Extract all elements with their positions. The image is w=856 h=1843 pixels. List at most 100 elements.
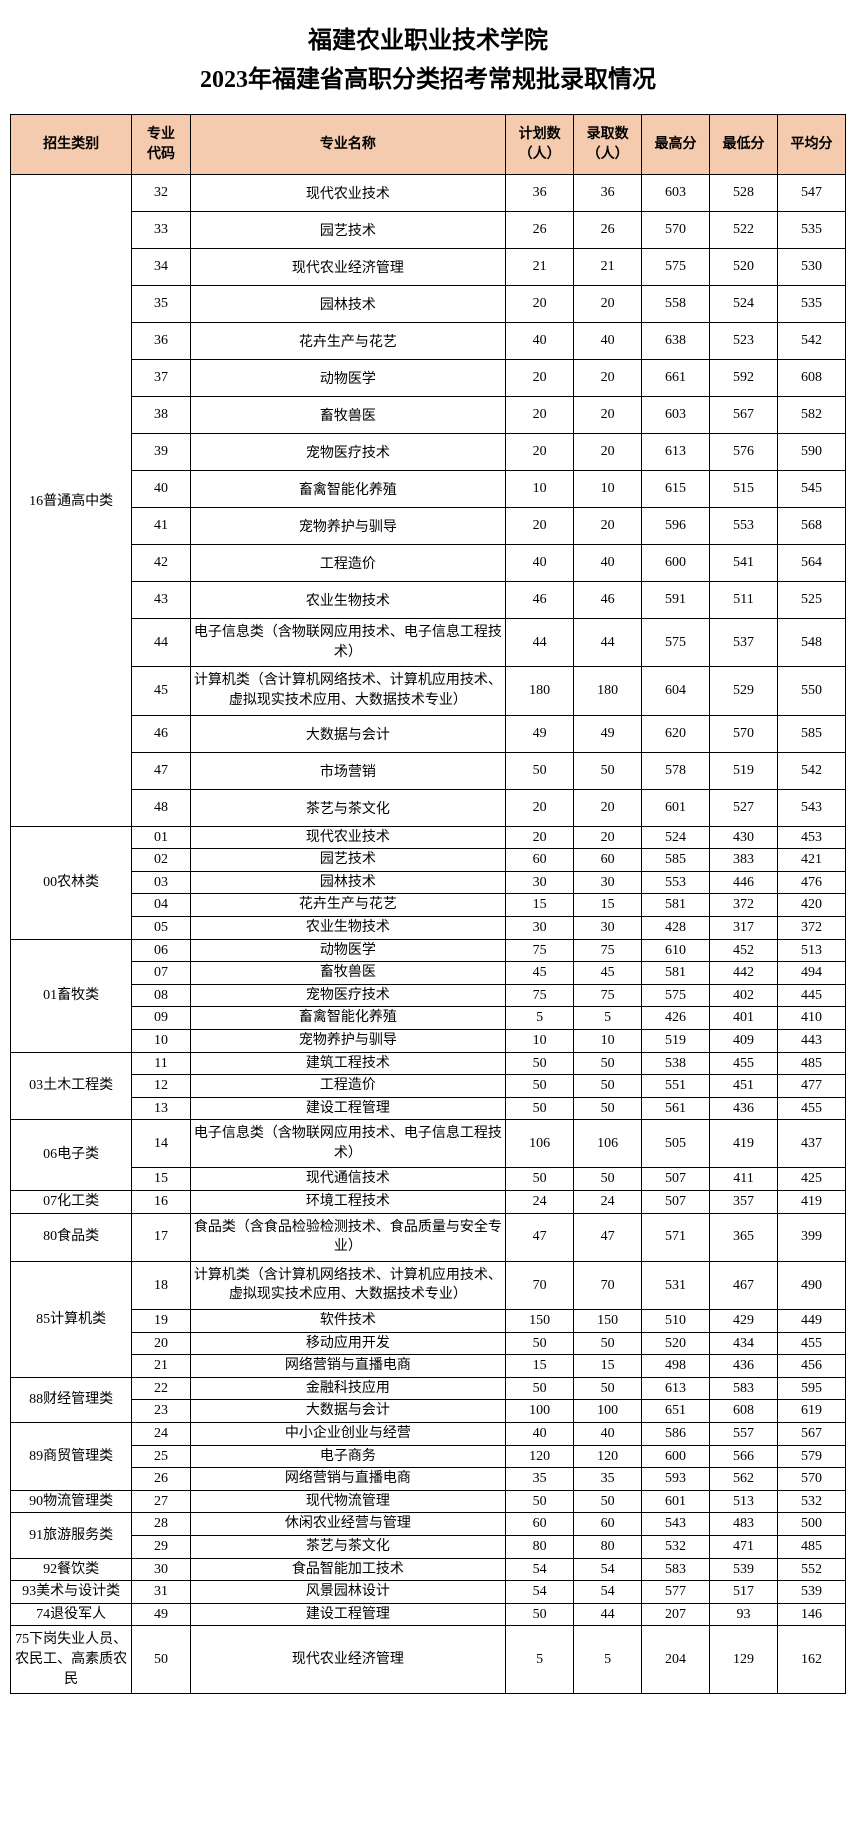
data-cell: 505 xyxy=(642,1120,710,1168)
data-cell: 建设工程管理 xyxy=(190,1097,506,1120)
data-cell: 38 xyxy=(132,397,190,434)
data-cell: 03 xyxy=(132,871,190,894)
data-cell: 150 xyxy=(506,1310,574,1333)
data-cell: 现代农业技术 xyxy=(190,175,506,212)
data-cell: 591 xyxy=(642,582,710,619)
data-cell: 茶艺与茶文化 xyxy=(190,1535,506,1558)
table-row: 93美术与设计类31风景园林设计5454577517539 xyxy=(11,1581,846,1604)
data-cell: 21 xyxy=(574,249,642,286)
table-row: 43农业生物技术4646591511525 xyxy=(11,582,846,619)
data-cell: 547 xyxy=(777,175,845,212)
data-cell: 18 xyxy=(132,1261,190,1309)
data-cell: 515 xyxy=(710,471,778,508)
data-cell: 525 xyxy=(777,582,845,619)
data-cell: 420 xyxy=(777,894,845,917)
data-cell: 550 xyxy=(777,667,845,715)
data-cell: 24 xyxy=(132,1423,190,1446)
data-cell: 30 xyxy=(574,871,642,894)
data-cell: 430 xyxy=(710,826,778,849)
table-row: 07畜牧兽医4545581442494 xyxy=(11,962,846,985)
data-cell: 软件技术 xyxy=(190,1310,506,1333)
data-cell: 20 xyxy=(506,789,574,826)
data-cell: 10 xyxy=(132,1029,190,1052)
data-cell: 50 xyxy=(574,1168,642,1191)
data-cell: 421 xyxy=(777,849,845,872)
data-cell: 545 xyxy=(777,471,845,508)
data-cell: 535 xyxy=(777,286,845,323)
data-cell: 601 xyxy=(642,789,710,826)
data-cell: 146 xyxy=(777,1603,845,1626)
data-cell: 08 xyxy=(132,984,190,1007)
data-cell: 490 xyxy=(777,1261,845,1309)
data-cell: 工程造价 xyxy=(190,1075,506,1098)
data-cell: 513 xyxy=(710,1490,778,1513)
category-cell: 93美术与设计类 xyxy=(11,1581,132,1604)
data-cell: 畜牧兽医 xyxy=(190,397,506,434)
data-cell: 30 xyxy=(132,1558,190,1581)
data-cell: 50 xyxy=(506,752,574,789)
data-cell: 494 xyxy=(777,962,845,985)
data-cell: 513 xyxy=(777,939,845,962)
data-cell: 食品智能加工技术 xyxy=(190,1558,506,1581)
header-avg: 平均分 xyxy=(777,115,845,175)
data-cell: 429 xyxy=(710,1310,778,1333)
data-cell: 522 xyxy=(710,212,778,249)
data-cell: 32 xyxy=(132,175,190,212)
data-cell: 365 xyxy=(710,1213,778,1261)
data-cell: 524 xyxy=(710,286,778,323)
data-cell: 575 xyxy=(642,619,710,667)
data-cell: 26 xyxy=(132,1468,190,1491)
table-row: 10宠物养护与驯导1010519409443 xyxy=(11,1029,846,1052)
data-cell: 80 xyxy=(574,1535,642,1558)
header-category: 招生类别 xyxy=(11,115,132,175)
table-row: 08宠物医疗技术7575575402445 xyxy=(11,984,846,1007)
data-cell: 604 xyxy=(642,667,710,715)
data-cell: 553 xyxy=(710,508,778,545)
data-cell: 24 xyxy=(574,1191,642,1214)
data-cell: 542 xyxy=(777,323,845,360)
table-row: 89商贸管理类24中小企业创业与经营4040586557567 xyxy=(11,1423,846,1446)
data-cell: 548 xyxy=(777,619,845,667)
data-cell: 557 xyxy=(710,1423,778,1446)
data-cell: 22 xyxy=(132,1377,190,1400)
data-cell: 372 xyxy=(710,894,778,917)
data-cell: 517 xyxy=(710,1581,778,1604)
data-cell: 44 xyxy=(574,1603,642,1626)
data-cell: 花卉生产与花艺 xyxy=(190,894,506,917)
table-row: 33园艺技术2626570522535 xyxy=(11,212,846,249)
data-cell: 93 xyxy=(710,1603,778,1626)
data-cell: 455 xyxy=(777,1332,845,1355)
data-cell: 409 xyxy=(710,1029,778,1052)
data-cell: 27 xyxy=(132,1490,190,1513)
data-cell: 70 xyxy=(506,1261,574,1309)
table-row: 74退役军人49建设工程管理504420793146 xyxy=(11,1603,846,1626)
table-row: 16普通高中类32现代农业技术3636603528547 xyxy=(11,175,846,212)
data-cell: 50 xyxy=(506,1052,574,1075)
data-cell: 60 xyxy=(574,849,642,872)
data-cell: 570 xyxy=(777,1468,845,1491)
data-cell: 162 xyxy=(777,1626,845,1694)
data-cell: 宠物医疗技术 xyxy=(190,984,506,1007)
data-cell: 507 xyxy=(642,1191,710,1214)
data-cell: 507 xyxy=(642,1168,710,1191)
table-row: 29茶艺与茶文化8080532471485 xyxy=(11,1535,846,1558)
data-cell: 529 xyxy=(710,667,778,715)
data-cell: 20 xyxy=(506,397,574,434)
data-cell: 20 xyxy=(506,434,574,471)
data-cell: 564 xyxy=(777,545,845,582)
data-cell: 50 xyxy=(506,1603,574,1626)
data-cell: 50 xyxy=(506,1097,574,1120)
data-cell: 茶艺与茶文化 xyxy=(190,789,506,826)
data-cell: 576 xyxy=(710,434,778,471)
data-cell: 36 xyxy=(574,175,642,212)
data-cell: 电子商务 xyxy=(190,1445,506,1468)
data-cell: 500 xyxy=(777,1513,845,1536)
data-cell: 106 xyxy=(506,1120,574,1168)
table-row: 35园林技术2020558524535 xyxy=(11,286,846,323)
data-cell: 567 xyxy=(710,397,778,434)
table-row: 21网络营销与直播电商1515498436456 xyxy=(11,1355,846,1378)
data-cell: 532 xyxy=(777,1490,845,1513)
data-cell: 25 xyxy=(132,1445,190,1468)
data-cell: 585 xyxy=(777,715,845,752)
data-cell: 5 xyxy=(574,1007,642,1030)
